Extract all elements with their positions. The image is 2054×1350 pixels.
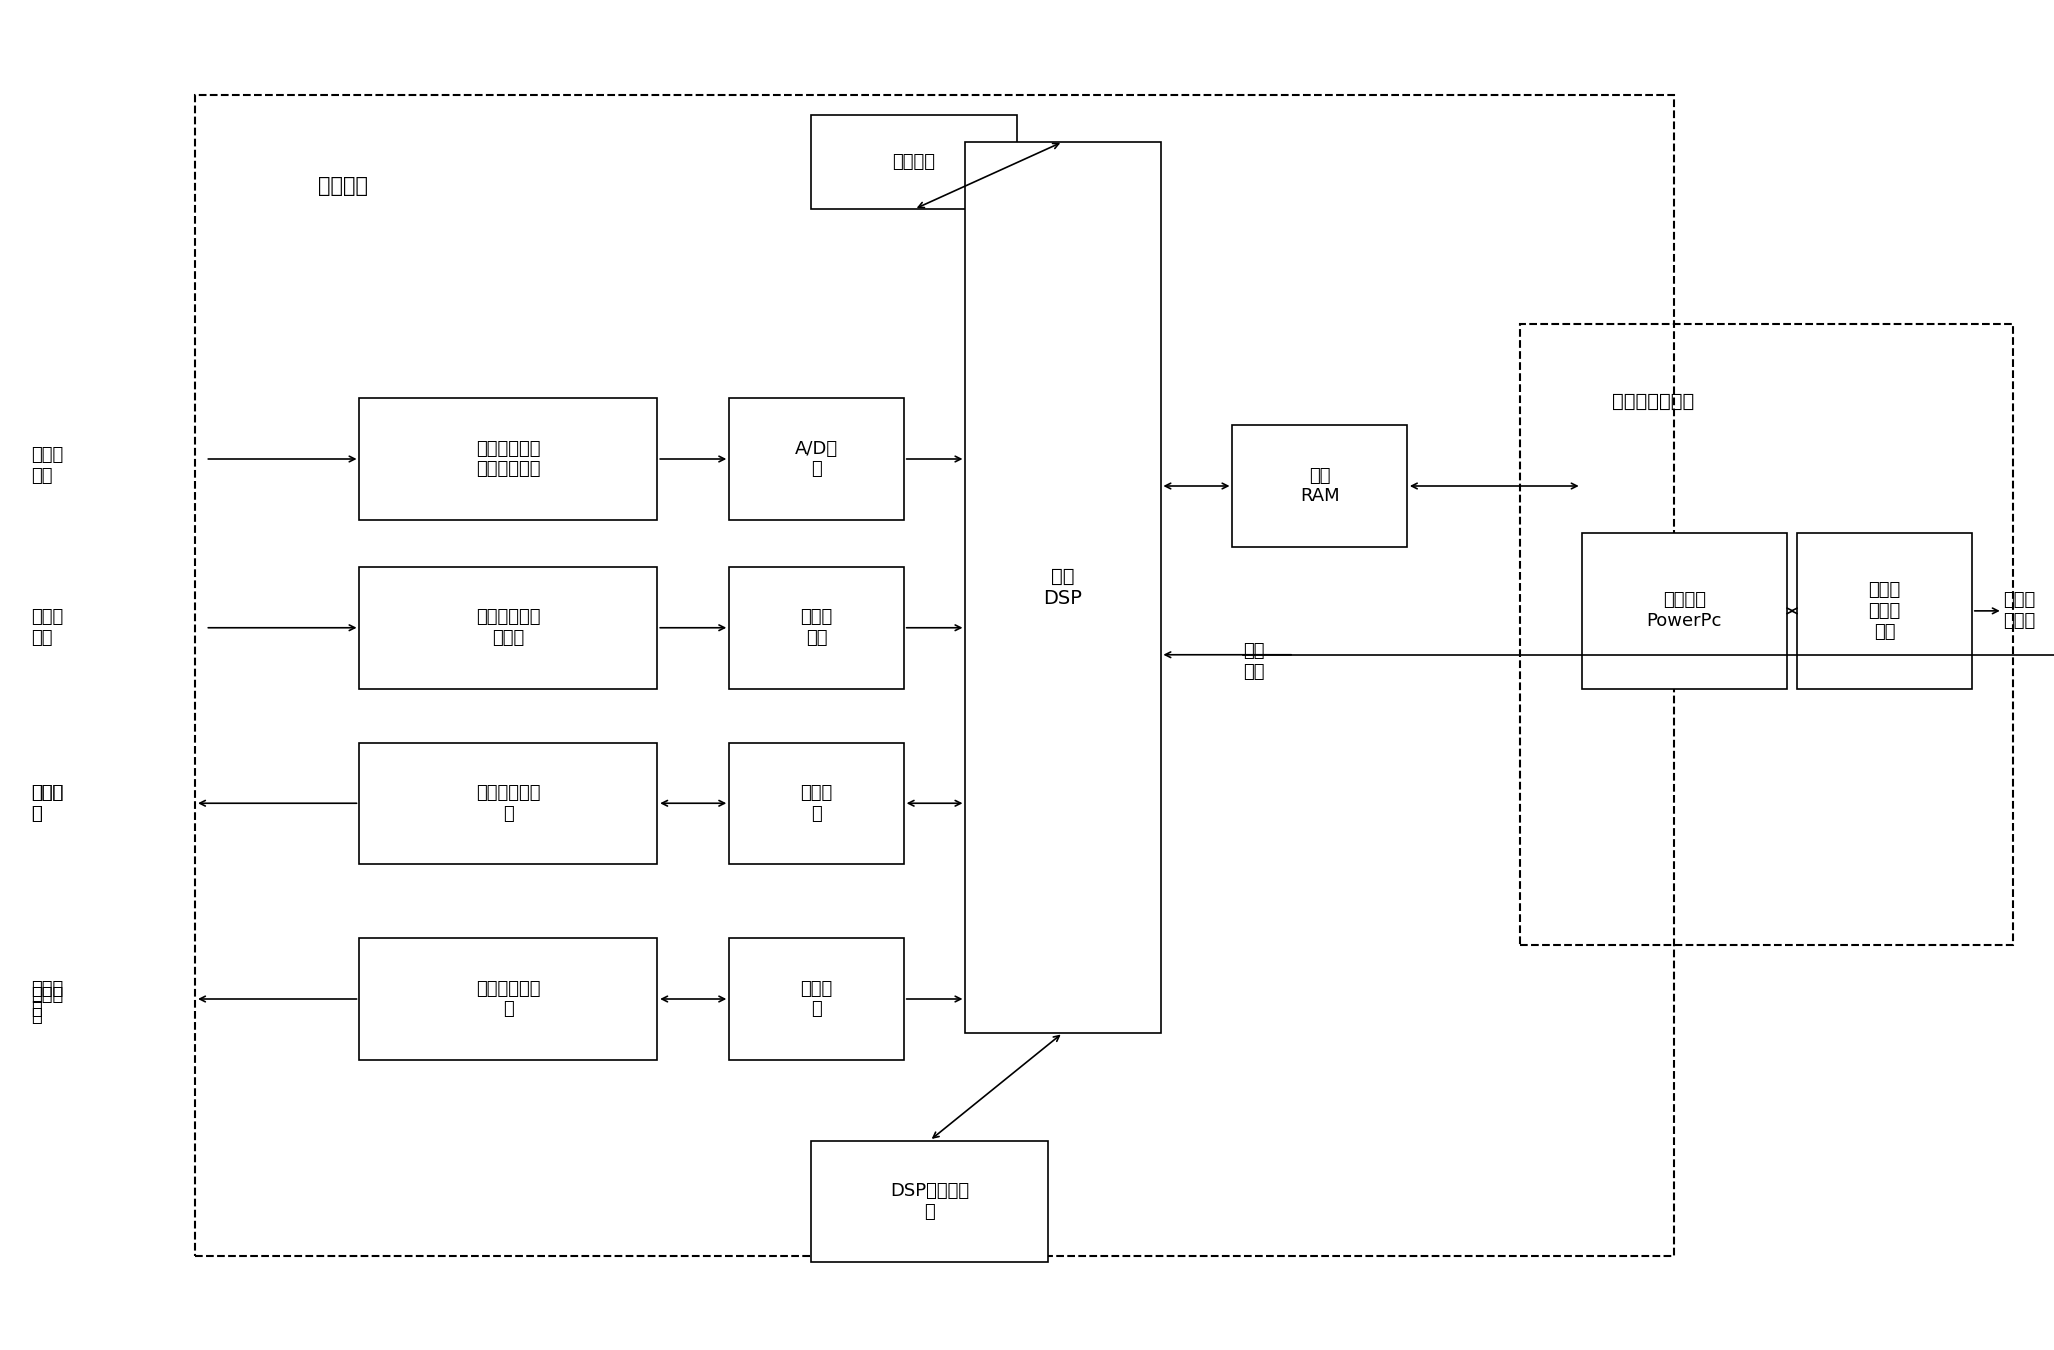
Text: 测控
DSP: 测控 DSP	[1043, 567, 1082, 608]
Bar	[359, 567, 657, 688]
Text: 人机接口: 人机接口	[893, 153, 935, 171]
Bar	[1520, 324, 2013, 945]
Text: 对时
输入: 对时 输入	[1243, 643, 1263, 680]
Text: 遥控出
口: 遥控出 口	[31, 784, 64, 822]
Text: 开关量输入光
耦隔离: 开关量输入光 耦隔离	[477, 609, 540, 647]
Bar	[729, 567, 904, 688]
Text: 模拟量隔离变
换、滤波驱动: 模拟量隔离变 换、滤波驱动	[477, 440, 540, 478]
Text: 双百兆
以太网: 双百兆 以太网	[2003, 591, 2036, 629]
Text: 以太网通信模块: 以太网通信模块	[1612, 392, 1695, 410]
Bar	[965, 142, 1161, 1033]
Bar	[359, 938, 657, 1060]
Text: 遥控继电器输
出: 遥控继电器输 出	[477, 784, 540, 822]
Bar	[359, 398, 657, 520]
Bar	[1797, 533, 1972, 688]
Text: 闭锁接
点: 闭锁接 点	[31, 980, 64, 1018]
Text: A/D转
换: A/D转 换	[795, 440, 838, 478]
Text: 遥控出
口: 遥控出 口	[31, 784, 64, 822]
Text: 闭锁继电器输
出: 闭锁继电器输 出	[477, 980, 540, 1018]
Text: 通信功能
PowerPc: 通信功能 PowerPc	[1647, 591, 1721, 630]
Bar	[359, 743, 657, 864]
Text: 测控模块: 测控模块	[318, 176, 368, 196]
Text: DSP片外存储
器: DSP片外存储 器	[889, 1183, 969, 1220]
Bar	[811, 115, 1017, 209]
Bar	[195, 95, 1674, 1256]
Text: 闭锁控
制: 闭锁控 制	[801, 980, 832, 1018]
Bar	[811, 1141, 1048, 1262]
Text: 遥控控
制: 遥控控 制	[801, 784, 832, 822]
Text: 闭锁接
点: 闭锁接 点	[31, 987, 64, 1025]
Bar	[1232, 425, 1407, 547]
Text: 双口
RAM: 双口 RAM	[1300, 467, 1339, 505]
Bar	[1582, 533, 1787, 688]
Bar	[729, 743, 904, 864]
Text: 开关量
输入: 开关量 输入	[801, 609, 832, 647]
Text: 双百兆
以太网
接口: 双百兆 以太网 接口	[1869, 580, 1900, 641]
Text: 交流量
输入: 交流量 输入	[31, 447, 64, 485]
Bar	[729, 938, 904, 1060]
Bar	[729, 398, 904, 520]
Text: 状态量
信号: 状态量 信号	[31, 609, 64, 647]
